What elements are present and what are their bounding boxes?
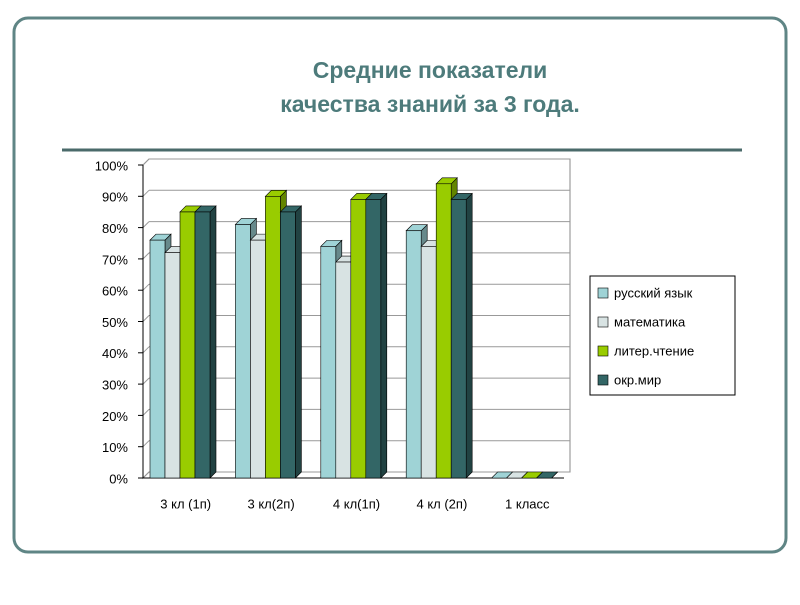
legend-swatch bbox=[597, 345, 609, 357]
bar bbox=[235, 224, 251, 479]
bar bbox=[420, 246, 437, 479]
legend-box bbox=[589, 275, 736, 396]
bar bbox=[179, 211, 196, 479]
bar bbox=[335, 261, 352, 479]
y-tick-label: 40% bbox=[102, 346, 128, 361]
grid-line bbox=[142, 283, 150, 291]
title-line: Средние показатели bbox=[313, 57, 548, 83]
y-tick-label: 100% bbox=[95, 158, 129, 173]
y-tick-label: 0% bbox=[109, 471, 128, 486]
y-tick-label: 50% bbox=[102, 315, 128, 330]
bar-side-shade bbox=[295, 205, 302, 478]
bar bbox=[265, 196, 281, 479]
bar-side-shade bbox=[380, 193, 387, 478]
bar-side-shade bbox=[210, 205, 216, 478]
grid-line bbox=[142, 409, 150, 416]
grid-line bbox=[142, 377, 150, 385]
grid-line bbox=[142, 189, 150, 197]
legend-label: русский язык bbox=[614, 285, 693, 300]
bar-top bbox=[535, 471, 559, 479]
bar bbox=[435, 183, 452, 479]
title-line: качества знаний за 3 года. bbox=[280, 91, 580, 117]
bar bbox=[320, 246, 337, 479]
y-tick-label: 90% bbox=[102, 190, 128, 205]
bar bbox=[350, 199, 367, 479]
x-tick-label: 4 кл (2п) bbox=[416, 496, 467, 511]
x-tick-label: 3 кл (1п) bbox=[160, 496, 211, 511]
bar bbox=[405, 230, 422, 479]
grid-line bbox=[142, 158, 150, 166]
legend-swatch bbox=[597, 287, 609, 299]
grid-line bbox=[142, 440, 150, 448]
legend-swatch bbox=[597, 374, 609, 386]
grid-line bbox=[142, 346, 150, 354]
bar bbox=[194, 211, 211, 479]
legend-swatch bbox=[597, 316, 609, 328]
bar-side-shade bbox=[466, 193, 473, 478]
x-tick-label: 3 кл(2п) bbox=[247, 496, 294, 511]
y-tick-label: 70% bbox=[102, 252, 128, 267]
x-tick-label: 4 кл(1п) bbox=[333, 496, 380, 511]
bar bbox=[250, 239, 266, 479]
legend-label: математика bbox=[614, 314, 686, 329]
bar bbox=[280, 211, 296, 479]
y-tick-label: 30% bbox=[102, 378, 128, 393]
legend-label: литер.чтение bbox=[614, 343, 694, 358]
grid-line bbox=[142, 221, 150, 228]
y-tick-label: 60% bbox=[102, 284, 128, 299]
x-tick-label: 1 класс bbox=[505, 496, 550, 511]
grid-line bbox=[142, 315, 150, 322]
legend-label: окр.мир bbox=[614, 372, 661, 387]
bar bbox=[149, 239, 166, 479]
y-tick-label: 80% bbox=[102, 221, 128, 236]
bar bbox=[164, 252, 181, 479]
grid-line bbox=[142, 252, 150, 260]
bar bbox=[450, 199, 467, 479]
y-tick-label: 20% bbox=[102, 409, 128, 424]
y-tick-label: 10% bbox=[102, 440, 128, 455]
grid-line bbox=[142, 471, 150, 479]
bar bbox=[365, 199, 382, 479]
